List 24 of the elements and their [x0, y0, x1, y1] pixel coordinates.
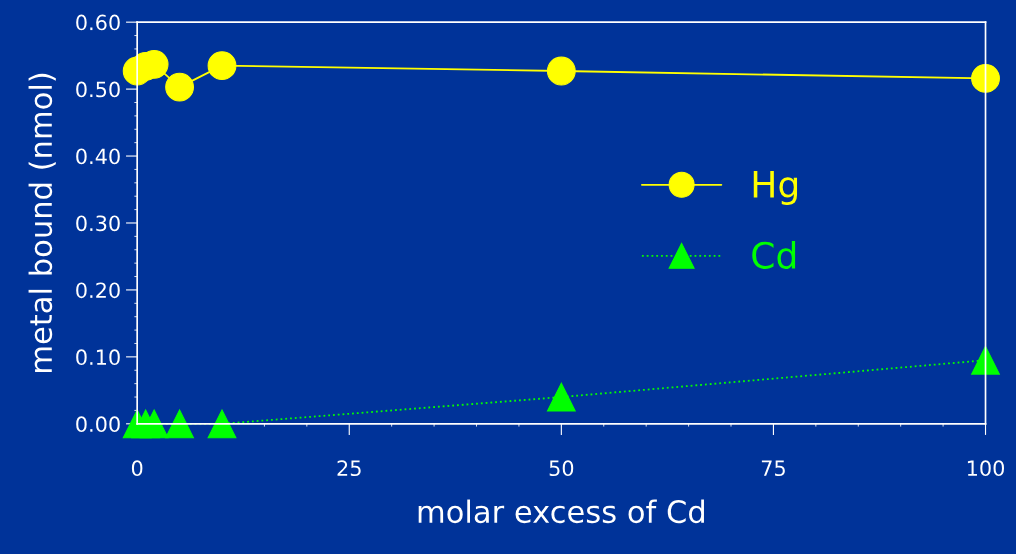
x-tick-label: 25 — [337, 460, 361, 477]
y-axis-title: metal bound (nmol) — [28, 73, 56, 372]
point — [971, 345, 1000, 375]
x-axis-title: molar excess of Cd — [418, 499, 704, 524]
x-tick-label: 0 — [131, 460, 143, 477]
y-tick-label: 0.00 — [76, 416, 120, 433]
point — [971, 63, 1000, 93]
point — [546, 382, 576, 412]
x-tick-label: 100 — [967, 460, 1005, 477]
y-tick-label: 0.50 — [76, 81, 120, 98]
y-tick-label: 0.40 — [76, 148, 120, 165]
x-tick-label: 50 — [549, 460, 574, 477]
y-tick-label: 0.10 — [76, 349, 120, 366]
point — [546, 56, 576, 86]
point — [207, 51, 237, 81]
y-tick-label: 0.60 — [76, 14, 120, 31]
point — [207, 409, 237, 439]
y-tick-label: 0.20 — [76, 282, 120, 299]
legend-label: Hg — [753, 171, 798, 205]
x-tick-label: 75 — [761, 460, 785, 477]
y-tick-label: 0.30 — [76, 215, 120, 232]
point — [165, 409, 194, 439]
point — [165, 72, 194, 102]
legend-label: Cd — [752, 241, 796, 269]
